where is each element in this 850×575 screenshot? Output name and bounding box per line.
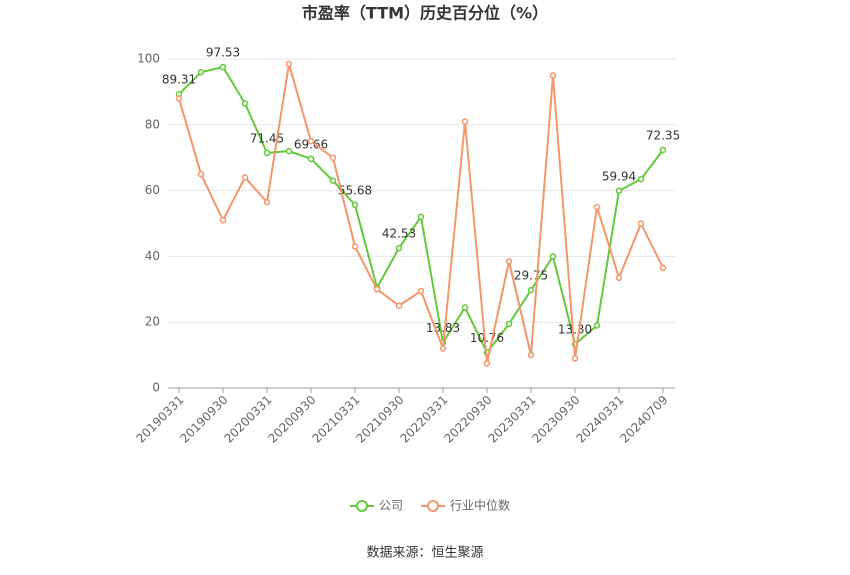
data-label: 29.75	[514, 269, 548, 283]
point	[285, 60, 293, 68]
data-label: 89.31	[162, 73, 196, 87]
point	[483, 360, 491, 367]
point	[659, 146, 667, 154]
y-tick-label: 40	[145, 249, 160, 263]
data-label: 55.68	[338, 183, 372, 197]
point	[615, 187, 623, 195]
point	[417, 287, 425, 295]
y-tick-label: 60	[145, 183, 160, 197]
series-line	[178, 63, 664, 364]
point	[395, 302, 403, 309]
point	[329, 177, 337, 184]
point	[219, 216, 227, 224]
chart-title: 市盈率（TTM）历史百分位（%）	[302, 4, 548, 23]
y-tick-label: 20	[145, 315, 160, 329]
legend-marker	[427, 500, 440, 512]
series-line	[178, 65, 664, 355]
data-label: 97.53	[206, 46, 240, 60]
point	[593, 322, 601, 329]
point	[439, 345, 447, 352]
point	[461, 118, 469, 125]
data-label: 71.45	[250, 131, 284, 145]
point	[527, 286, 535, 294]
legend-label: 公司	[379, 499, 403, 513]
point	[351, 201, 359, 209]
point	[571, 355, 579, 362]
point	[417, 213, 425, 221]
point	[461, 304, 469, 311]
point	[527, 351, 535, 359]
point	[241, 174, 249, 181]
legend-marker	[356, 500, 368, 512]
point	[637, 175, 645, 183]
point	[285, 147, 293, 155]
data-label: 13.83	[426, 321, 460, 335]
point	[307, 155, 315, 163]
point	[373, 286, 381, 293]
data-label: 42.53	[382, 227, 416, 241]
point	[549, 72, 557, 79]
point	[307, 138, 315, 145]
data-label: 10.76	[470, 331, 504, 345]
y-tick-label: 100	[137, 52, 160, 66]
point	[395, 244, 403, 252]
point	[615, 274, 623, 282]
point	[175, 95, 183, 102]
point	[593, 203, 601, 211]
legend-label: 行业中位数	[450, 498, 510, 513]
point	[549, 253, 557, 260]
point	[505, 320, 513, 328]
point	[263, 198, 271, 206]
point	[351, 243, 359, 250]
point	[241, 100, 249, 107]
point	[637, 220, 645, 227]
point	[263, 149, 271, 157]
point	[329, 154, 337, 161]
point	[197, 170, 205, 178]
point	[659, 264, 667, 272]
point	[219, 63, 227, 71]
data-label: 72.35	[646, 128, 680, 142]
source: 数据来源：恒生聚源	[366, 546, 483, 561]
point	[197, 68, 205, 76]
data-label: 13.30	[558, 323, 592, 337]
point	[505, 258, 513, 265]
data-label: 59.94	[602, 169, 636, 183]
y-tick-label: 80	[145, 117, 160, 131]
y-tick-label: 0	[152, 381, 160, 395]
x-tick-label: 20240709	[618, 393, 671, 446]
